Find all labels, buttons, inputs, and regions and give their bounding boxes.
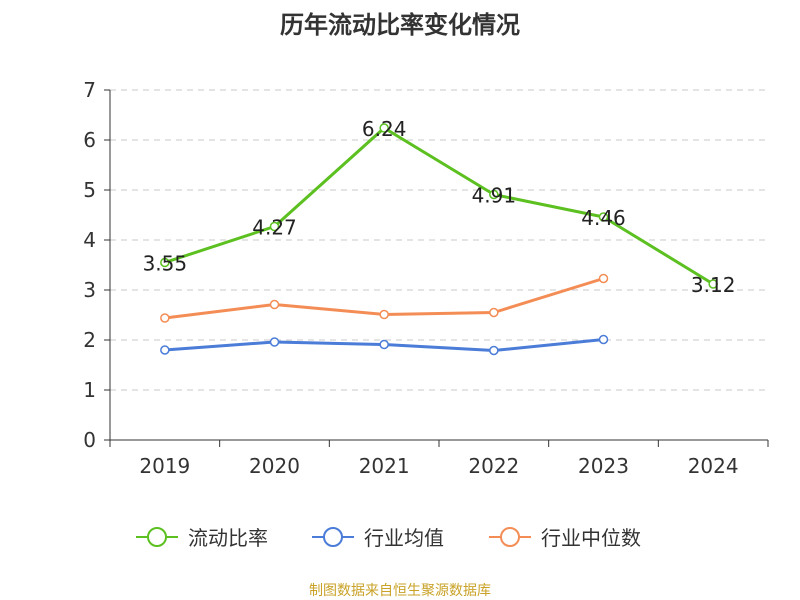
data-label: 6.24	[362, 117, 407, 141]
legend-item-2: 行业中位数	[489, 526, 641, 550]
y-tick-label: 1	[83, 378, 96, 402]
x-tick-label: 2023	[578, 454, 629, 478]
legend-label: 流动比率	[188, 526, 268, 550]
data-point	[379, 123, 389, 133]
series-line	[164, 126, 714, 286]
data-point	[489, 345, 499, 356]
y-tick-label: 2	[83, 328, 96, 352]
legend-label: 行业均值	[364, 526, 444, 550]
data-point	[269, 337, 280, 347]
axes: 0 1 2 3 4 5 6 7 2019 2020 2021 2022 2023 2024	[83, 78, 769, 478]
data-point	[269, 299, 280, 310]
data-label: 3.12	[691, 273, 736, 297]
data-labels: 3.55 4.27 6.24 4.91 4.46 3.12	[143, 117, 736, 297]
data-label: 4.91	[472, 184, 517, 208]
x-tick-label: 2022	[468, 454, 519, 478]
data-label: 3.55	[143, 252, 188, 276]
data-point	[598, 212, 609, 222]
y-tick-label: 0	[83, 428, 96, 452]
y-tick-label: 6	[83, 128, 96, 152]
legend-item-0: 流动比率	[136, 526, 268, 550]
series-2	[160, 273, 609, 323]
y-tick-label: 7	[83, 78, 96, 102]
series-1	[160, 334, 609, 356]
x-tick-label: 2024	[688, 454, 739, 478]
data-point	[379, 309, 389, 320]
source-note: 制图数据来自恒生聚源数据库	[309, 583, 491, 599]
legend-marker	[323, 527, 343, 547]
legend-marker	[147, 527, 167, 547]
data-point	[708, 279, 718, 289]
data-point	[489, 189, 499, 200]
y-tick-label: 4	[83, 228, 96, 252]
grid	[110, 89, 768, 391]
series-0	[160, 123, 718, 289]
data-point	[598, 334, 609, 345]
x-tick-label: 2021	[359, 454, 410, 478]
x-tick-label: 2020	[249, 454, 300, 478]
y-tick-label: 3	[83, 278, 96, 302]
data-point	[489, 307, 499, 318]
legend-item-1: 行业均值	[312, 526, 444, 550]
data-point	[379, 339, 389, 350]
data-point	[160, 313, 170, 323]
data-point	[269, 221, 280, 232]
data-label: 4.46	[581, 206, 626, 230]
data-point	[598, 273, 609, 284]
legend-marker	[500, 527, 520, 547]
data-label: 4.27	[252, 216, 297, 240]
chart-title: 历年流动比率变化情况	[280, 11, 520, 39]
x-tick-label: 2019	[139, 454, 190, 478]
legend: 流动比率 行业均值 行业中位数	[136, 526, 641, 550]
data-point	[160, 345, 170, 355]
legend-label: 行业中位数	[541, 526, 641, 550]
y-tick-label: 5	[83, 178, 96, 202]
data-point	[160, 257, 170, 268]
series-group	[160, 123, 718, 356]
